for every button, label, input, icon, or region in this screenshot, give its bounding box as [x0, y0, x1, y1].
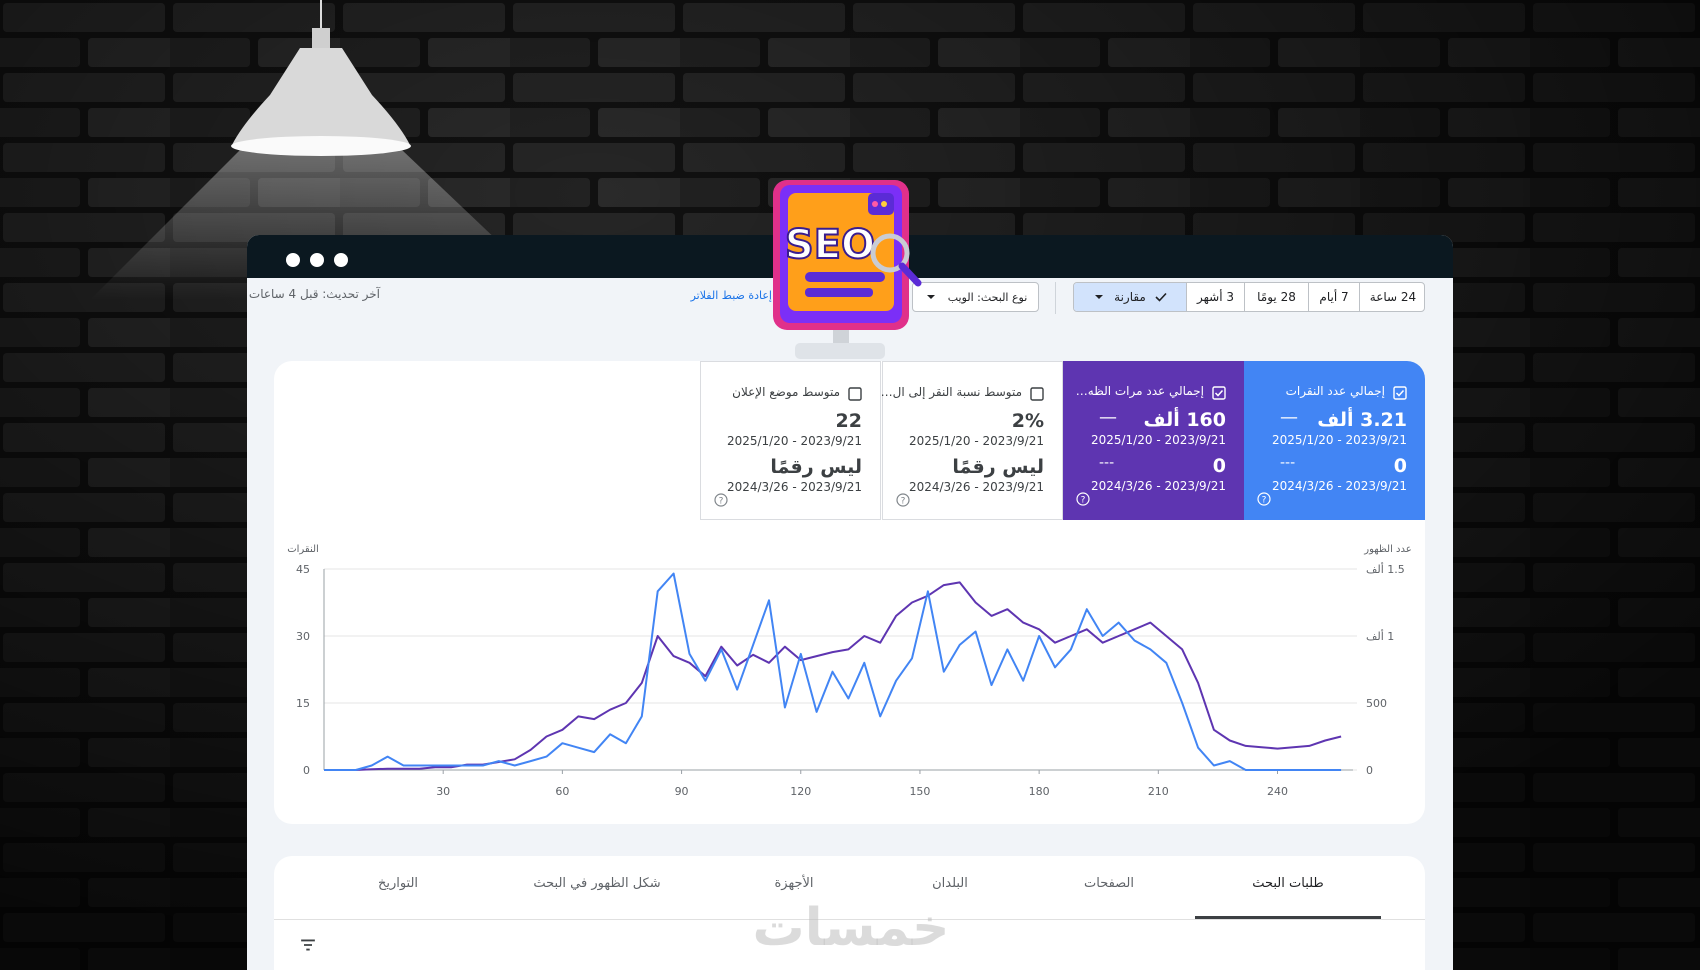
svg-text:?: ? [901, 497, 906, 507]
metric-change: — [1280, 407, 1298, 428]
y2-tick-label: 1.5 ألف [1366, 562, 1405, 576]
x-tick-label: 30 [436, 785, 450, 798]
x-tick-label: 90 [675, 785, 689, 798]
metric-card[interactable]: إجمالي عدد النقرات 3.21 ألف — 2025/1/20 - 2… [1244, 361, 1425, 520]
metric-range: 2025/1/20 - 2023/9/21 [908, 434, 1044, 448]
tab[interactable]: التواريخ [377, 876, 419, 891]
compare-button[interactable]: مقارنة [1074, 283, 1186, 311]
filter-icon[interactable] [300, 937, 316, 953]
tab-divider [274, 919, 1425, 920]
tab[interactable]: الصفحات [1083, 876, 1135, 891]
metric-compare-value: ليس رقمًا [770, 456, 862, 478]
help-icon: ? [1257, 492, 1271, 506]
metric-compare-range: 2024/3/26 - 2023/9/21 [726, 480, 862, 494]
y2-tick-label: 1 ألف [1366, 629, 1394, 643]
series-line [324, 581, 1342, 771]
metric-compare-value: ليس رقمًا [952, 456, 1044, 478]
checkbox[interactable] [848, 387, 862, 401]
x-tick-label: 210 [1148, 785, 1169, 798]
metric-compare-range: 2024/3/26 - 2023/9/21 [1090, 479, 1226, 493]
svg-text:?: ? [1081, 496, 1086, 506]
search-type-dropdown[interactable]: نوع البحث: الويب [912, 282, 1039, 312]
x-tick-label: 240 [1267, 785, 1288, 798]
help-icon: ? [1076, 492, 1090, 506]
check-icon [1155, 292, 1167, 302]
tab[interactable]: شكل الظهور في البحث [533, 876, 661, 891]
metric-compare-value: 0 [1212, 455, 1226, 477]
checkbox[interactable] [1030, 387, 1044, 401]
metric-range: 2025/1/20 - 2023/9/21 [1271, 433, 1407, 447]
series-line [324, 572, 1342, 771]
y-tick-label: 15 [296, 697, 310, 710]
metric-range: 2025/1/20 - 2023/9/21 [726, 434, 862, 448]
window-controls [286, 253, 348, 267]
metric-change: — [1099, 407, 1117, 428]
metric-label: متوسط موضع الإعلان [732, 385, 840, 399]
x-tick-label: 120 [790, 785, 811, 798]
metric-card[interactable]: متوسط موضع الإعلان 22 2025/1/20 - 2023/9/2… [700, 361, 881, 520]
svg-text:?: ? [719, 497, 724, 507]
y-tick-label: 45 [296, 563, 310, 576]
metric-value: 160 ألف [1143, 409, 1226, 431]
tab[interactable]: طلبات البحث [1252, 876, 1324, 891]
seo-label: SEO [785, 222, 875, 268]
metric-value: 2% [1011, 410, 1044, 432]
seo-icon: SEO [773, 180, 922, 359]
range-selector: 24 ساعة 7 أيام 28 يومًا 3 أشهر مقارنة [1073, 282, 1425, 312]
table-card [274, 856, 1425, 970]
x-tick-label: 150 [909, 785, 930, 798]
last-update: آخر تحديث: قبل 4 ساعات [248, 287, 380, 301]
metric-card[interactable]: متوسط نسبة النقر إلى ال… 2% 2025/1/20 - 20… [880, 361, 1063, 520]
x-tick-label: 180 [1029, 785, 1050, 798]
y2-axis-label: عدد الظهور [1363, 544, 1411, 555]
tab-underline [1195, 916, 1381, 919]
range-button[interactable]: 7 أيام [1308, 283, 1359, 311]
x-tick-label: 60 [555, 785, 569, 798]
tab[interactable]: الأجهزة [774, 876, 814, 891]
y2-tick-label: 0 [1366, 764, 1373, 777]
reset-filters-link[interactable]: إعادة ضبط الفلاتر [690, 289, 772, 302]
watermark: خمسات [752, 898, 950, 958]
help-icon: ? [896, 493, 910, 507]
metric-compare-value: 0 [1393, 455, 1407, 477]
range-button[interactable]: 28 يومًا [1244, 283, 1308, 311]
checkbox[interactable] [1212, 386, 1226, 400]
range-button[interactable]: 3 أشهر [1186, 283, 1244, 311]
metric-label: إجمالي عدد النقرات [1285, 384, 1385, 398]
metric-value: 3.21 ألف [1317, 409, 1407, 431]
y-tick-label: 0 [303, 764, 310, 777]
metric-label: إجمالي عدد مرات الظه… [1075, 384, 1204, 398]
search-type-label: نوع البحث: الويب [947, 290, 1028, 304]
caret-icon [1095, 295, 1104, 299]
y-tick-label: 30 [296, 630, 310, 643]
compare-label: مقارنة [1114, 290, 1146, 304]
metric-compare-range: 2024/3/26 - 2023/9/21 [1271, 479, 1407, 493]
caret-icon [926, 295, 935, 299]
tab[interactable]: البلدان [932, 876, 968, 891]
metric-range: 2025/1/20 - 2023/9/21 [1090, 433, 1226, 447]
metric-compare-change: --- [1099, 455, 1115, 471]
svg-text:?: ? [1262, 496, 1267, 506]
y2-tick-label: 500 [1366, 697, 1387, 710]
metric-compare-change: --- [1280, 455, 1296, 471]
range-button[interactable]: 24 ساعة [1359, 283, 1424, 311]
metric-label: متوسط نسبة النقر إلى ال… [880, 385, 1022, 399]
checkbox[interactable] [1393, 386, 1407, 400]
divider [1055, 282, 1056, 314]
metric-compare-range: 2024/3/26 - 2023/9/21 [908, 480, 1044, 494]
metric-card[interactable]: إجمالي عدد مرات الظه… 160 ألف — 2025/1/20 -… [1063, 361, 1244, 520]
y-axis-label: النقرات [287, 544, 319, 555]
metric-value: 22 [835, 410, 862, 432]
help-icon: ? [714, 493, 728, 507]
